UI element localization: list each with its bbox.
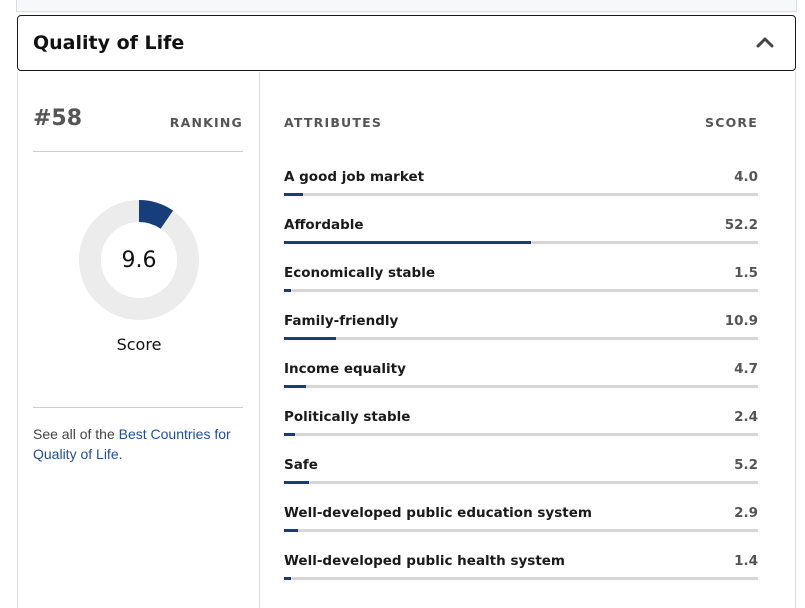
attribute-score-track [284, 289, 758, 292]
quality-of-life-accordion-header[interactable]: Quality of Life [17, 15, 796, 71]
see-all-text: See all of the Best Countries for Qualit… [33, 424, 248, 464]
attribute-score: 2.9 [734, 505, 758, 521]
attribute-score-bar [284, 385, 307, 388]
attribute-label: Affordable [284, 217, 364, 233]
attribute-score-track [284, 241, 758, 244]
attribute-label: Economically stable [284, 265, 435, 281]
attribute-row: A good job market 4.0 [284, 169, 758, 217]
best-countries-link[interactable]: Best Countries for Quality of Life [33, 426, 231, 462]
attribute-score-track [284, 337, 758, 340]
score-value: 9.6 [121, 247, 157, 273]
attribute-score: 4.7 [734, 361, 758, 377]
attribute-score-track [284, 385, 758, 388]
rank-value: #58 [33, 106, 83, 131]
panel-body: #58 RANKING 9.6 Score See all of the Bes… [17, 72, 796, 608]
attribute-score-bar [284, 289, 292, 292]
attribute-score-bar [284, 481, 309, 484]
attribute-score-track [284, 193, 758, 196]
summary-divider [33, 151, 243, 152]
score-label: Score [116, 335, 162, 354]
attribute-score: 10.9 [724, 313, 758, 329]
attribute-label: Safe [284, 457, 318, 473]
donut-score-arc [79, 200, 199, 320]
summary-column: #58 RANKING 9.6 Score See all of the Bes… [18, 72, 260, 608]
attributes-column: ATTRIBUTES SCORE A good job market 4.0 Aff… [284, 72, 758, 608]
score-header: SCORE [705, 115, 758, 130]
attribute-row: Well-developed public health system 1.4 [284, 553, 758, 601]
attribute-score-bar [284, 241, 532, 244]
attributes-header: ATTRIBUTES [284, 115, 383, 130]
attribute-score-bar [284, 193, 303, 196]
attribute-score: 52.2 [724, 217, 758, 233]
previous-section-strip [16, 0, 797, 12]
attribute-row: Affordable 52.2 [284, 217, 758, 265]
panel-title: Quality of Life [33, 32, 185, 54]
attribute-row: Economically stable 1.5 [284, 265, 758, 313]
attribute-score-bar [284, 529, 298, 532]
chevron-up-icon[interactable] [755, 34, 775, 50]
attribute-label: Income equality [284, 361, 406, 377]
attribute-score: 1.5 [734, 265, 758, 281]
summary-divider [33, 407, 243, 408]
attribute-label: Well-developed public education system [284, 505, 592, 521]
attribute-row: Well-developed public education system 2.… [284, 505, 758, 553]
attribute-row: Family-friendly 10.9 [284, 313, 758, 361]
attribute-score-track [284, 481, 758, 484]
score-donut-chart [79, 200, 199, 320]
attribute-score-bar [284, 433, 296, 436]
attribute-label: Politically stable [284, 409, 411, 425]
attribute-score: 5.2 [734, 457, 758, 473]
attribute-row: Politically stable 2.4 [284, 409, 758, 457]
ranking-label: RANKING [169, 115, 243, 130]
attribute-score-bar [284, 577, 291, 580]
attribute-row: Income equality 4.7 [284, 361, 758, 409]
see-all-suffix: . [118, 446, 123, 462]
attribute-label: Family-friendly [284, 313, 399, 329]
see-all-prefix: See all of the [33, 426, 119, 442]
attribute-label: A good job market [284, 169, 425, 185]
attribute-score-track [284, 433, 758, 436]
attribute-score: 1.4 [734, 553, 758, 569]
attribute-row: Safe 5.2 [284, 457, 758, 505]
attribute-score-track [284, 529, 758, 532]
attribute-score: 4.0 [734, 169, 758, 185]
attribute-score-track [284, 577, 758, 580]
attribute-label: Well-developed public health system [284, 553, 565, 569]
attribute-score: 2.4 [734, 409, 758, 425]
attribute-score-bar [284, 337, 336, 340]
